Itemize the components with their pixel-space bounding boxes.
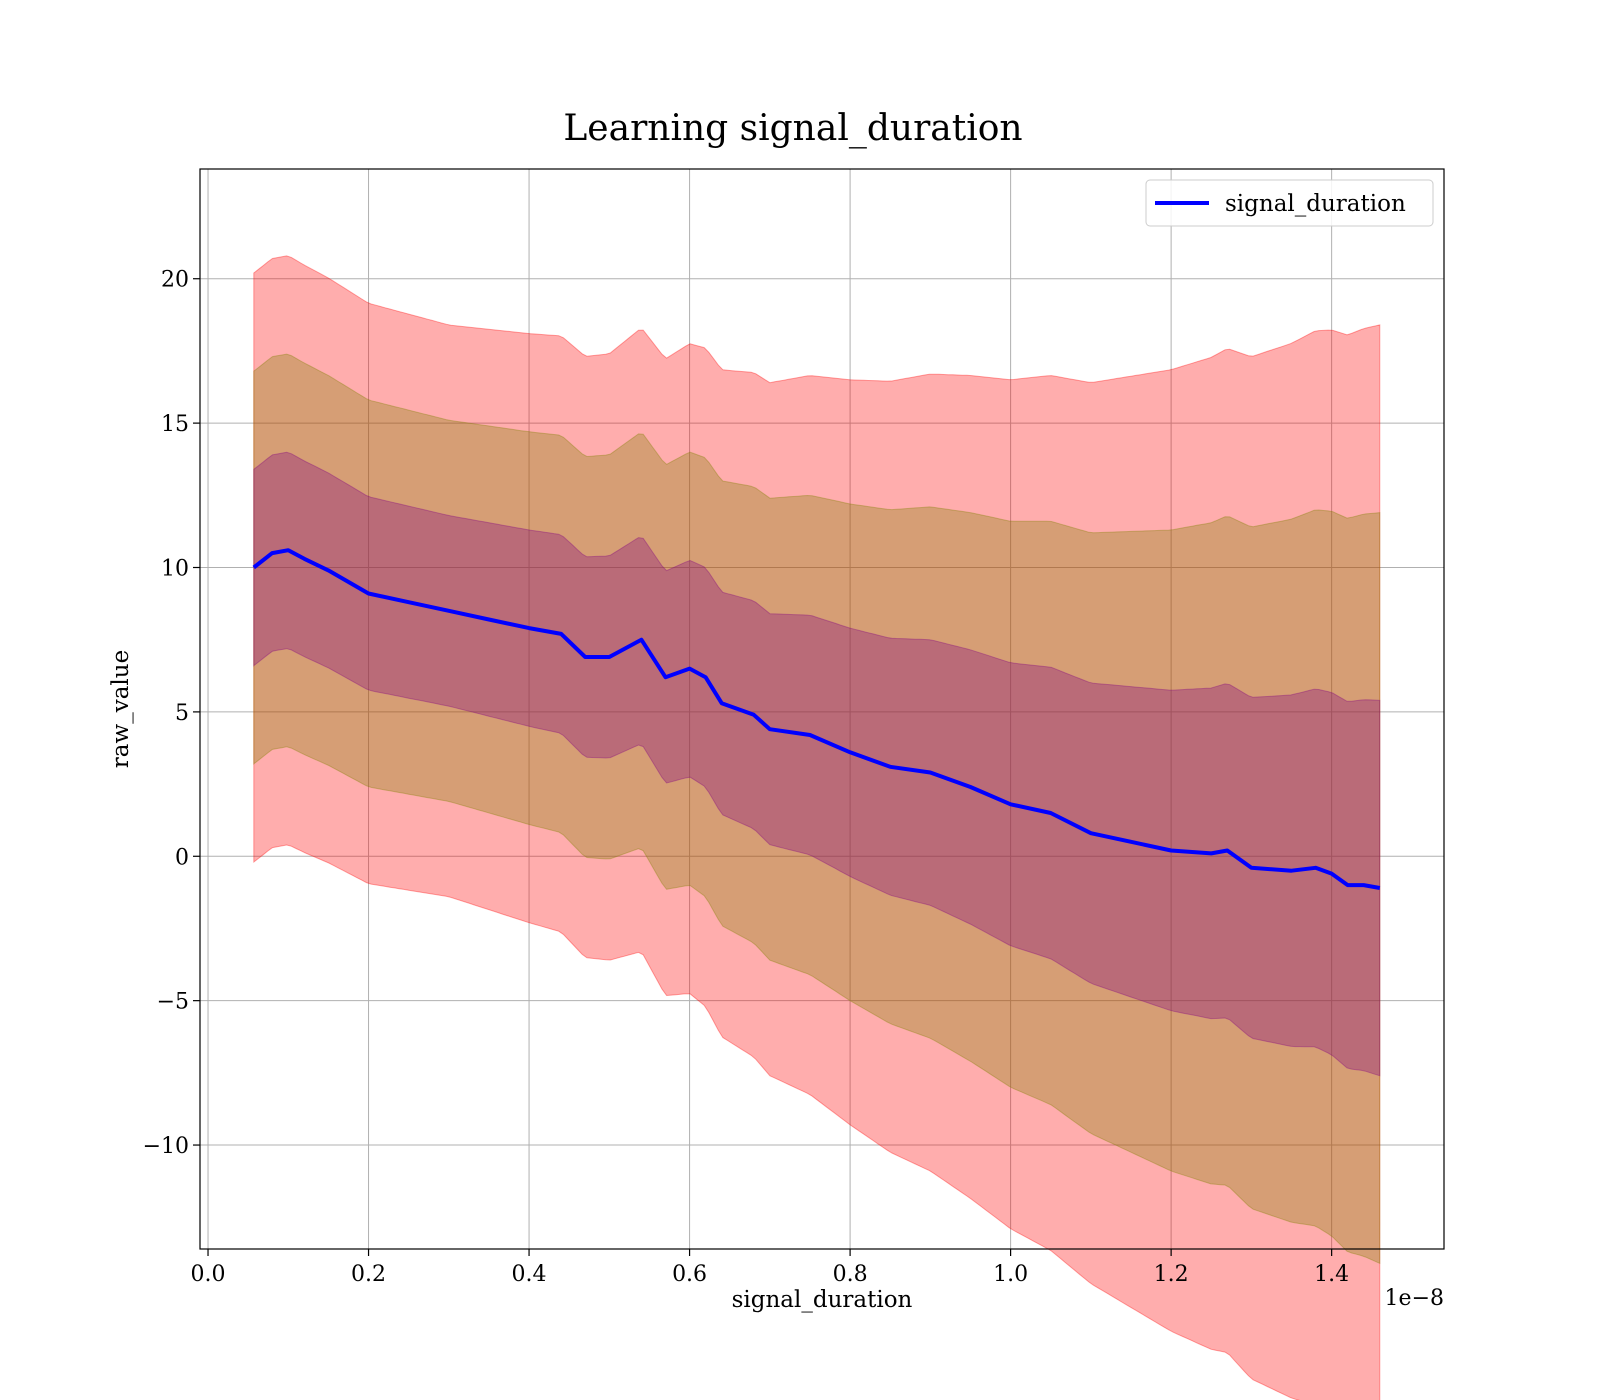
x-tick-label: 0.6 bbox=[672, 1262, 707, 1287]
confidence-bands bbox=[253, 255, 1381, 1400]
y-tick-label: 5 bbox=[175, 701, 189, 726]
series-line-signal-duration bbox=[252, 548, 1381, 890]
y-tick-label: 15 bbox=[161, 412, 189, 437]
y-tick-label: 10 bbox=[161, 557, 189, 582]
x-axis-label: signal_duration bbox=[732, 1287, 913, 1313]
x-tick-label: 1.2 bbox=[1154, 1262, 1189, 1287]
x-tick-label: 0.0 bbox=[191, 1262, 226, 1287]
x-offset-label: 1e−8 bbox=[1385, 1286, 1444, 1311]
series-layer bbox=[252, 548, 1381, 890]
y-tick-label: −10 bbox=[143, 1134, 189, 1159]
x-tick-label: 0.2 bbox=[351, 1262, 386, 1287]
grid bbox=[200, 169, 1444, 1249]
chart-title: Learning signal_duration bbox=[563, 108, 1022, 149]
legend-label: signal_duration bbox=[1225, 191, 1406, 217]
y-tick-label: 20 bbox=[161, 268, 189, 293]
band-2sigma bbox=[253, 353, 1381, 1265]
y-tick-label: 0 bbox=[175, 845, 189, 870]
y-axis: −10 −5 0 5 10 15 20 bbox=[143, 268, 200, 1159]
y-axis-label: raw_value bbox=[108, 650, 134, 768]
band-1sigma bbox=[253, 451, 1381, 1077]
plot-frame bbox=[199, 168, 1445, 1250]
band-3sigma bbox=[253, 255, 1381, 1400]
x-tick-label: 1.4 bbox=[1314, 1262, 1349, 1287]
legend-box bbox=[1145, 179, 1434, 227]
x-tick-label: 0.4 bbox=[512, 1262, 547, 1287]
x-axis: 0.0 0.2 0.4 0.6 0.8 1.0 1.2 1.4 bbox=[191, 1249, 1349, 1287]
x-tick-label: 1.0 bbox=[993, 1262, 1028, 1287]
x-tick-label: 0.8 bbox=[833, 1262, 868, 1287]
legend: signal_duration bbox=[1145, 179, 1434, 227]
y-tick-label: −5 bbox=[157, 990, 189, 1015]
